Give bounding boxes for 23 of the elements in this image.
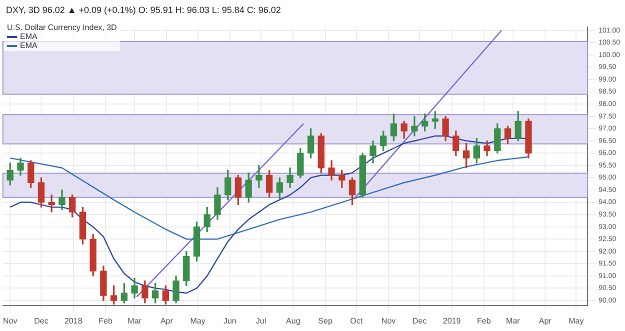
legend-label: EMA <box>20 41 38 50</box>
x-tick-label: Mar <box>128 316 142 326</box>
x-tick-label: Feb <box>98 316 113 326</box>
x-tick-label: Aug <box>286 316 300 326</box>
x-tick-label: Jun <box>223 316 236 326</box>
x-tick-label: May <box>568 316 584 326</box>
chart-title: U.S. Dollar Currency Index, 3D <box>7 23 117 32</box>
x-tick-label: Apr <box>538 316 552 326</box>
x-tick-label: Jul <box>256 316 266 326</box>
x-tick-label: 2018 <box>64 316 83 326</box>
x-tick-label: 2019 <box>442 316 462 326</box>
x-tick-label: Dec <box>34 316 48 326</box>
x-tick-label: May <box>190 316 206 326</box>
chart-subtitle: DXY, 3D 96.02 ▲ +0.09 (+0.1%) O: 95.91 H: 96.03 L: 95.84 C: 96.02 <box>5 4 282 17</box>
x-tick-label: Apr <box>160 316 174 326</box>
x-tick-label: Feb <box>477 316 492 326</box>
x-tick-label: Sep <box>318 316 333 326</box>
x-tick-label: Mar <box>506 316 520 326</box>
legend-label: EMA <box>20 32 38 41</box>
x-tick-label: Oct <box>350 316 364 326</box>
x-tick-label: Nov <box>3 316 18 326</box>
x-tick-label: Dec <box>412 316 427 326</box>
x-tick-label: Nov <box>381 316 396 326</box>
